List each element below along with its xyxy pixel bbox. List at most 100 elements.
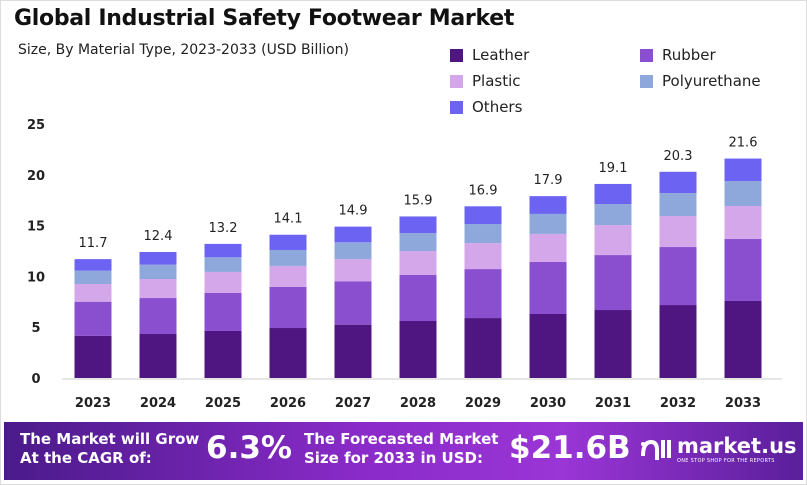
legend-item-rubber: Rubber xyxy=(640,46,790,64)
legend-label: Others xyxy=(472,98,523,116)
legend-item-others: Others xyxy=(450,98,640,116)
legend-label: Rubber xyxy=(662,46,716,64)
x-tick-label: 2029 xyxy=(465,396,501,411)
bar-segment-plastic-2024 xyxy=(139,279,177,299)
chart-subtitle: Size, By Material Type, 2023-2033 (USD B… xyxy=(18,42,350,58)
total-label: 12.4 xyxy=(144,229,173,244)
bar-segment-leather-2029 xyxy=(464,318,502,378)
legend-label: Plastic xyxy=(472,72,521,90)
x-tick-label: 2024 xyxy=(140,396,176,411)
x-tick-label: 2027 xyxy=(335,396,371,411)
legend-swatch xyxy=(450,74,463,88)
x-tick-label: 2023 xyxy=(75,396,111,411)
forecast-label: The Forecasted Market Size for 2033 in US… xyxy=(304,430,498,468)
summary-banner: The Market will Grow At the CAGR of: 6.3%… xyxy=(4,422,803,480)
bar-segment-rubber-2030 xyxy=(529,261,567,314)
x-tick-label: 2025 xyxy=(205,396,241,411)
bar-segment-others-2032 xyxy=(659,171,697,194)
bar-segment-polyurethane-2031 xyxy=(594,204,632,226)
x-tick-label: 2033 xyxy=(725,396,761,411)
y-tick-label: 15 xyxy=(27,220,45,235)
cagr-value: 6.3% xyxy=(206,430,292,466)
x-tick-label: 2026 xyxy=(270,396,306,411)
legend-swatch xyxy=(640,74,653,88)
cagr-label-line1: The Market will Grow xyxy=(20,430,200,448)
total-label: 17.9 xyxy=(534,173,563,188)
logo-name: market.us xyxy=(677,434,797,458)
bar-segment-polyurethane-2033 xyxy=(724,180,762,206)
bar-segment-plastic-2025 xyxy=(204,271,242,293)
forecast-label-line1: The Forecasted Market xyxy=(304,430,499,448)
market-us-logo: market.us ONE STOP SHOP FOR THE REPORTS xyxy=(639,434,797,464)
total-label: 11.7 xyxy=(79,236,108,251)
bar-segment-others-2023 xyxy=(74,259,112,271)
bar-segment-leather-2024 xyxy=(139,334,177,378)
total-label: 21.6 xyxy=(729,136,758,151)
y-tick-label: 25 xyxy=(27,118,45,133)
bar-segment-others-2028 xyxy=(399,216,437,234)
bar-segment-polyurethane-2032 xyxy=(659,193,697,217)
bar-segment-plastic-2033 xyxy=(724,205,762,240)
bar-segment-leather-2030 xyxy=(529,313,567,378)
logo-tagline: ONE STOP SHOP FOR THE REPORTS xyxy=(677,458,775,464)
legend-label: Polyurethane xyxy=(662,72,761,90)
legend-swatch xyxy=(640,48,653,62)
x-tick-label: 2030 xyxy=(530,396,566,411)
bar-segment-polyurethane-2029 xyxy=(464,224,502,244)
bar-segment-plastic-2031 xyxy=(594,225,632,256)
bar-segment-others-2027 xyxy=(334,226,372,243)
cagr-label: The Market will Grow At the CAGR of: xyxy=(20,430,199,468)
bar-segment-leather-2025 xyxy=(204,330,242,378)
bar-segment-rubber-2031 xyxy=(594,255,632,311)
total-label: 14.1 xyxy=(274,212,303,227)
bar-segment-plastic-2027 xyxy=(334,259,372,282)
bar-segment-others-2029 xyxy=(464,206,502,225)
bar-segment-plastic-2030 xyxy=(529,233,567,262)
bar-segment-plastic-2023 xyxy=(74,284,112,302)
bar-segment-polyurethane-2030 xyxy=(529,213,567,234)
bar-segment-rubber-2026 xyxy=(269,286,307,329)
bar-segment-polyurethane-2026 xyxy=(269,249,307,266)
legend-swatch xyxy=(450,100,463,114)
bar-segment-plastic-2028 xyxy=(399,251,437,275)
bar-segment-plastic-2029 xyxy=(464,243,502,270)
x-tick-label: 2031 xyxy=(595,396,631,411)
bar-segment-leather-2023 xyxy=(74,335,112,378)
total-label: 19.1 xyxy=(599,161,628,176)
bar-segment-polyurethane-2024 xyxy=(139,264,177,280)
bar-segment-plastic-2026 xyxy=(269,265,307,287)
bar-segment-leather-2026 xyxy=(269,328,307,378)
bar-segment-rubber-2029 xyxy=(464,269,502,319)
bar-segment-rubber-2023 xyxy=(74,301,112,336)
bar-segment-rubber-2025 xyxy=(204,292,242,331)
bar-segment-polyurethane-2027 xyxy=(334,242,372,260)
bar-segment-rubber-2027 xyxy=(334,281,372,325)
bar-segment-plastic-2032 xyxy=(659,216,697,248)
y-tick-label: 5 xyxy=(31,321,40,336)
legend-item-plastic: Plastic xyxy=(450,72,640,90)
y-tick-label: 0 xyxy=(31,372,40,387)
plot-area: 051015202511.7202312.4202413.2202514.120… xyxy=(27,118,782,411)
bar-segment-others-2025 xyxy=(204,243,242,258)
bar-segment-rubber-2032 xyxy=(659,247,697,306)
bar-segment-polyurethane-2025 xyxy=(204,257,242,272)
legend: Leather Rubber Plastic Polyurethane Othe… xyxy=(450,46,790,116)
total-label: 20.3 xyxy=(664,149,693,164)
x-tick-label: 2032 xyxy=(660,396,696,411)
legend-item-polyurethane: Polyurethane xyxy=(640,72,790,90)
chart-title: Global Industrial Safety Footwear Market xyxy=(14,6,515,31)
bar-segment-rubber-2024 xyxy=(139,298,177,335)
bar-segment-leather-2032 xyxy=(659,305,697,378)
legend-label: Leather xyxy=(472,46,530,64)
bar-segment-others-2026 xyxy=(269,234,307,250)
bar-segment-others-2031 xyxy=(594,183,632,205)
total-label: 16.9 xyxy=(469,183,498,198)
x-tick-label: 2028 xyxy=(400,396,436,411)
total-label: 14.9 xyxy=(339,204,368,219)
bar-segment-leather-2031 xyxy=(594,310,632,378)
cagr-label-line2: At the CAGR of: xyxy=(20,449,152,467)
forecast-value: $21.6B xyxy=(509,430,631,466)
bar-segment-leather-2027 xyxy=(334,324,372,378)
bar-segment-rubber-2033 xyxy=(724,239,762,301)
